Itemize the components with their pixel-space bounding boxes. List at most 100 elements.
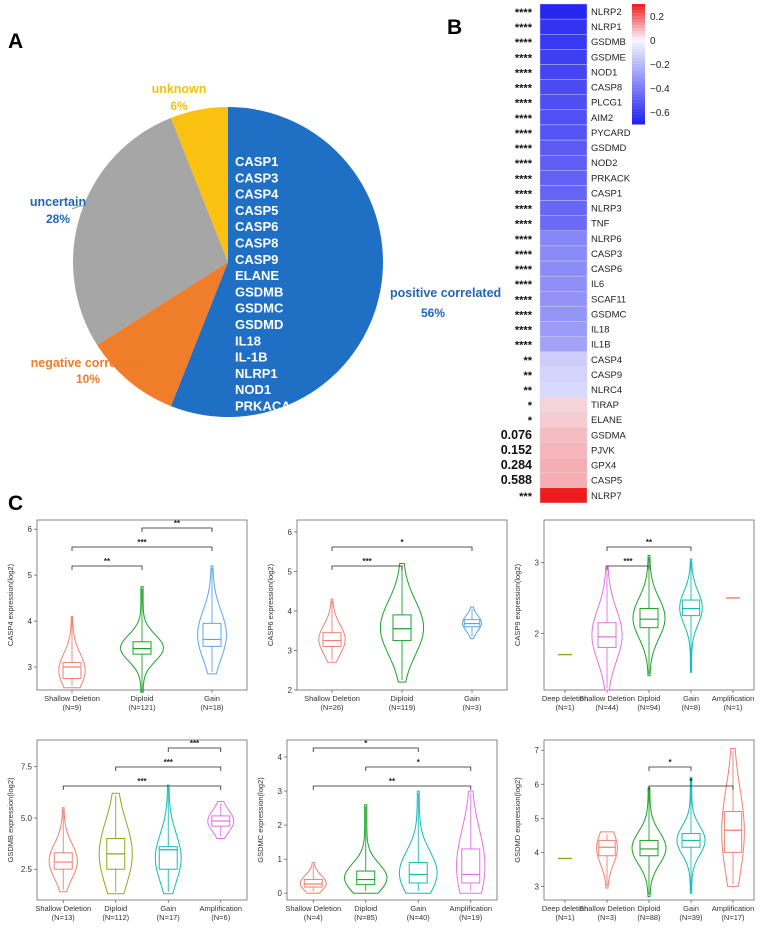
significance-label: **** xyxy=(515,83,533,95)
y-tick-label: 6 xyxy=(288,528,293,537)
significance-label: **** xyxy=(515,67,533,79)
uncertain-leader-line xyxy=(71,205,86,210)
box xyxy=(723,810,743,853)
colorbar-segment xyxy=(632,64,645,68)
significance-label: ** xyxy=(523,370,532,382)
heatmap-gene-label: PLCG1 xyxy=(591,98,622,109)
gene-label: IL18 xyxy=(235,333,261,348)
group-n-label: (N=112) xyxy=(102,913,129,922)
violin-shape xyxy=(48,807,78,893)
heatmap-gene-label: GSDMC xyxy=(591,309,627,320)
heatmap-cell xyxy=(539,18,588,35)
significance-label: **** xyxy=(515,37,533,49)
y-tick-label: 7 xyxy=(535,746,540,755)
significance-label: **** xyxy=(515,234,533,246)
heatmap-cell xyxy=(539,139,588,156)
violin-shape xyxy=(58,616,86,689)
colorbar-segment xyxy=(632,7,645,11)
group-n-label: (N=119) xyxy=(389,703,416,712)
panel-b-label: B xyxy=(447,16,462,39)
x-tick-label: Shallow Deletion xyxy=(35,904,91,913)
gene-label: CASP1 xyxy=(235,154,278,169)
box xyxy=(461,848,481,884)
violin-shape xyxy=(632,554,666,677)
group-n-label: (N=8) xyxy=(682,703,701,712)
heatmap-gene-label: NLRP1 xyxy=(591,22,622,33)
y-tick-label: 3 xyxy=(288,646,293,655)
violin-shape xyxy=(98,792,133,895)
panel-c-label: C xyxy=(8,492,23,515)
pie-percent: 6% xyxy=(170,99,188,113)
significance-bracket xyxy=(71,546,213,551)
bracket-label: ** xyxy=(174,519,181,528)
heatmap-gene-label: PRKACK xyxy=(591,173,631,184)
heatmap-gene-label: IL1B xyxy=(591,340,611,351)
bracket-label: * xyxy=(668,758,672,767)
x-tick-label: Diploid xyxy=(131,694,154,703)
violin-plots: 3 4 5 6 CASP4 expression(log2) Shallow Deleti… xyxy=(6,519,755,922)
violin-shape xyxy=(596,831,618,889)
colorbar-tick-label: −0.2 xyxy=(650,60,670,71)
bracket-label: *** xyxy=(190,739,200,748)
y-tick-label: 2 xyxy=(278,821,283,830)
violin-shape xyxy=(154,784,182,895)
group-n-label: (N=3) xyxy=(598,913,617,922)
heatmap-cell xyxy=(539,79,588,95)
heatmap-gene-label: NLRP2 xyxy=(591,7,622,18)
box xyxy=(132,641,152,655)
gene-label: CASP3 xyxy=(235,170,278,185)
heatmap-cell xyxy=(539,185,588,201)
colorbar-segment xyxy=(632,118,645,122)
x-tick-label: Deep deletion xyxy=(542,904,588,913)
colorbar-segment xyxy=(632,76,645,80)
x-tick-label: Amplification xyxy=(449,904,492,913)
group-n-label: (N=121) xyxy=(128,703,156,712)
bracket-label: * xyxy=(400,538,404,547)
colorbar-segment xyxy=(632,28,645,32)
box xyxy=(681,599,701,617)
box xyxy=(392,614,412,642)
gene-label: ELANE xyxy=(235,268,279,283)
significance-label: 0.284 xyxy=(501,458,532,472)
bracket-label: *** xyxy=(362,557,372,566)
pie-label: uncertain xyxy=(30,195,86,209)
violin-shape xyxy=(343,804,388,894)
group-n-label: (N=6) xyxy=(211,913,230,922)
pie-slice-unknown xyxy=(170,107,228,262)
group-n-label: (N=40) xyxy=(407,913,431,922)
heatmap-gene-label: PJVK xyxy=(591,445,615,456)
heatmap-gene-label: GPX4 xyxy=(591,461,616,472)
heatmap-gene-label: PYCARD xyxy=(591,128,631,139)
colorbar-segment xyxy=(632,121,645,125)
colorbar-segment xyxy=(632,61,645,65)
significance-label: **** xyxy=(515,7,533,19)
significance-label: * xyxy=(528,400,533,412)
y-tick-label: 0 xyxy=(278,889,283,898)
bracket-label: * xyxy=(689,777,693,786)
significance-bracket xyxy=(167,747,222,752)
significance-label: **** xyxy=(515,340,533,352)
colorbar-segment xyxy=(632,49,645,53)
x-tick-label: Shallow Deletion xyxy=(285,904,341,913)
violin-shape xyxy=(299,862,327,894)
group-n-label: (N=17) xyxy=(721,913,745,922)
colorbar-segment xyxy=(632,40,645,44)
colorbar-segment xyxy=(632,67,645,71)
colorbar-segment xyxy=(632,13,645,17)
group-n-label: (N=85) xyxy=(354,913,378,922)
colorbar-segment xyxy=(632,100,645,104)
box xyxy=(322,632,342,648)
heatmap-cell xyxy=(539,200,588,216)
box xyxy=(53,852,73,870)
pie-label: negative correlated xyxy=(31,356,146,370)
significance-bracket xyxy=(365,766,472,771)
y-tick-label: 5.0 xyxy=(21,814,33,823)
heatmap-cell xyxy=(539,154,588,171)
heatmap-cell xyxy=(539,49,588,65)
significance-bracket xyxy=(648,766,692,771)
bracket-label: ** xyxy=(104,557,111,566)
colorbar-segment xyxy=(632,16,645,20)
significance-bracket xyxy=(648,785,734,790)
violin-shape xyxy=(591,565,623,691)
